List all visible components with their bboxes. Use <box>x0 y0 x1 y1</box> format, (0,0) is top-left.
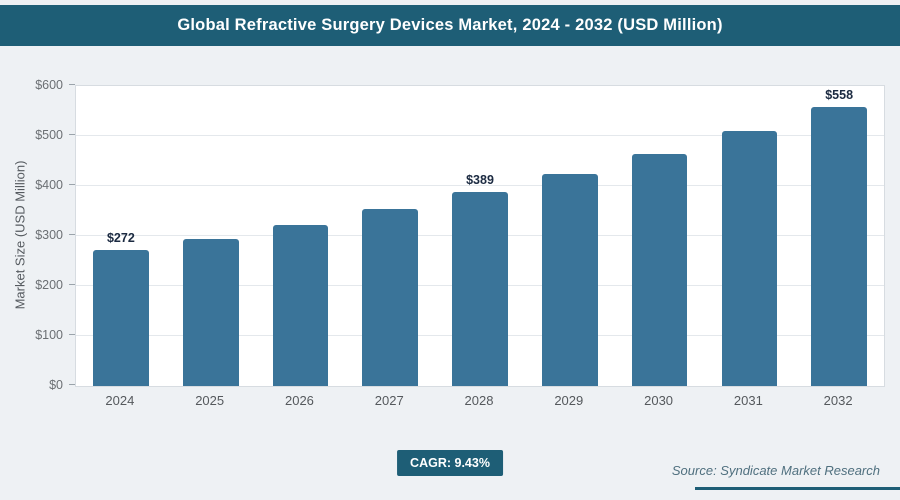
source-text: Source: Syndicate Market Research <box>671 463 880 478</box>
y-axis: $0 $100 $200 $300 $400 $500 $600 <box>25 78 75 392</box>
y-tick-label: $500 <box>35 128 63 142</box>
bar-slot-2028: $389 <box>435 86 525 386</box>
bar-slot-2032: $558 <box>794 86 884 386</box>
bar-slot-2024: $272 <box>76 86 166 386</box>
y-tick-label: $600 <box>35 78 63 92</box>
gridline <box>76 135 884 136</box>
bar-2030 <box>631 154 688 386</box>
y-tick-mark <box>69 334 75 335</box>
bar-slot-2031 <box>704 86 794 386</box>
y-tick-mark <box>69 84 75 85</box>
source-underline <box>695 487 900 490</box>
y-tick-mark <box>69 184 75 185</box>
bar-2028 <box>452 191 508 386</box>
bar-2029 <box>541 174 598 386</box>
y-tick-mark <box>69 234 75 235</box>
x-tick-label-2028: 2028 <box>464 393 494 408</box>
bar-2027 <box>362 209 419 386</box>
y-tick-label: $300 <box>35 228 63 242</box>
x-tick-label-2025: 2025 <box>195 393 225 408</box>
x-tick-label-2030: 2030 <box>644 393 674 408</box>
plot-area: $272 $389 $558 <box>75 85 885 387</box>
x-tick-label-2027: 2027 <box>374 393 404 408</box>
bar-value-label-2032: $558 <box>825 88 854 102</box>
bar-value-label-2028: $389 <box>466 172 494 187</box>
y-tick-label: $400 <box>35 178 63 192</box>
x-axis: 2024 2025 2026 2027 2028 2029 2030 2031 2032 <box>75 393 883 415</box>
bar-value-label-2024: $272 <box>106 231 135 245</box>
bar-2026 <box>272 225 329 386</box>
x-tick-label-2032: 2032 <box>823 393 853 408</box>
x-tick-label-2031: 2031 <box>733 393 763 408</box>
y-tick-label: $100 <box>35 328 63 342</box>
bar-slot-2029 <box>525 86 615 386</box>
bar-2024 <box>93 250 149 386</box>
bar-slot-2027 <box>345 86 435 386</box>
x-tick-label-2029: 2029 <box>554 393 584 408</box>
y-tick-mark <box>69 134 75 135</box>
bar-2031 <box>721 131 778 386</box>
chart-title: Global Refractive Surgery Devices Market… <box>177 16 723 34</box>
bar-2032 <box>811 107 867 386</box>
y-tick-mark <box>69 384 75 385</box>
bar-2025 <box>182 238 239 386</box>
bar-slot-2026 <box>256 86 346 386</box>
x-tick-label-2024: 2024 <box>105 393 135 408</box>
gridline <box>76 185 884 186</box>
y-tick-mark <box>69 284 75 285</box>
bars: $272 $389 $558 <box>76 86 884 386</box>
cagr-badge: CAGR: 9.43% <box>397 450 503 476</box>
y-tick-label: $0 <box>49 378 63 392</box>
chart-title-banner: Global Refractive Surgery Devices Market… <box>0 5 900 46</box>
bar-slot-2025 <box>166 86 256 386</box>
x-tick-label-2026: 2026 <box>284 393 314 408</box>
bar-slot-2030 <box>615 86 705 386</box>
y-tick-label: $200 <box>35 278 63 292</box>
